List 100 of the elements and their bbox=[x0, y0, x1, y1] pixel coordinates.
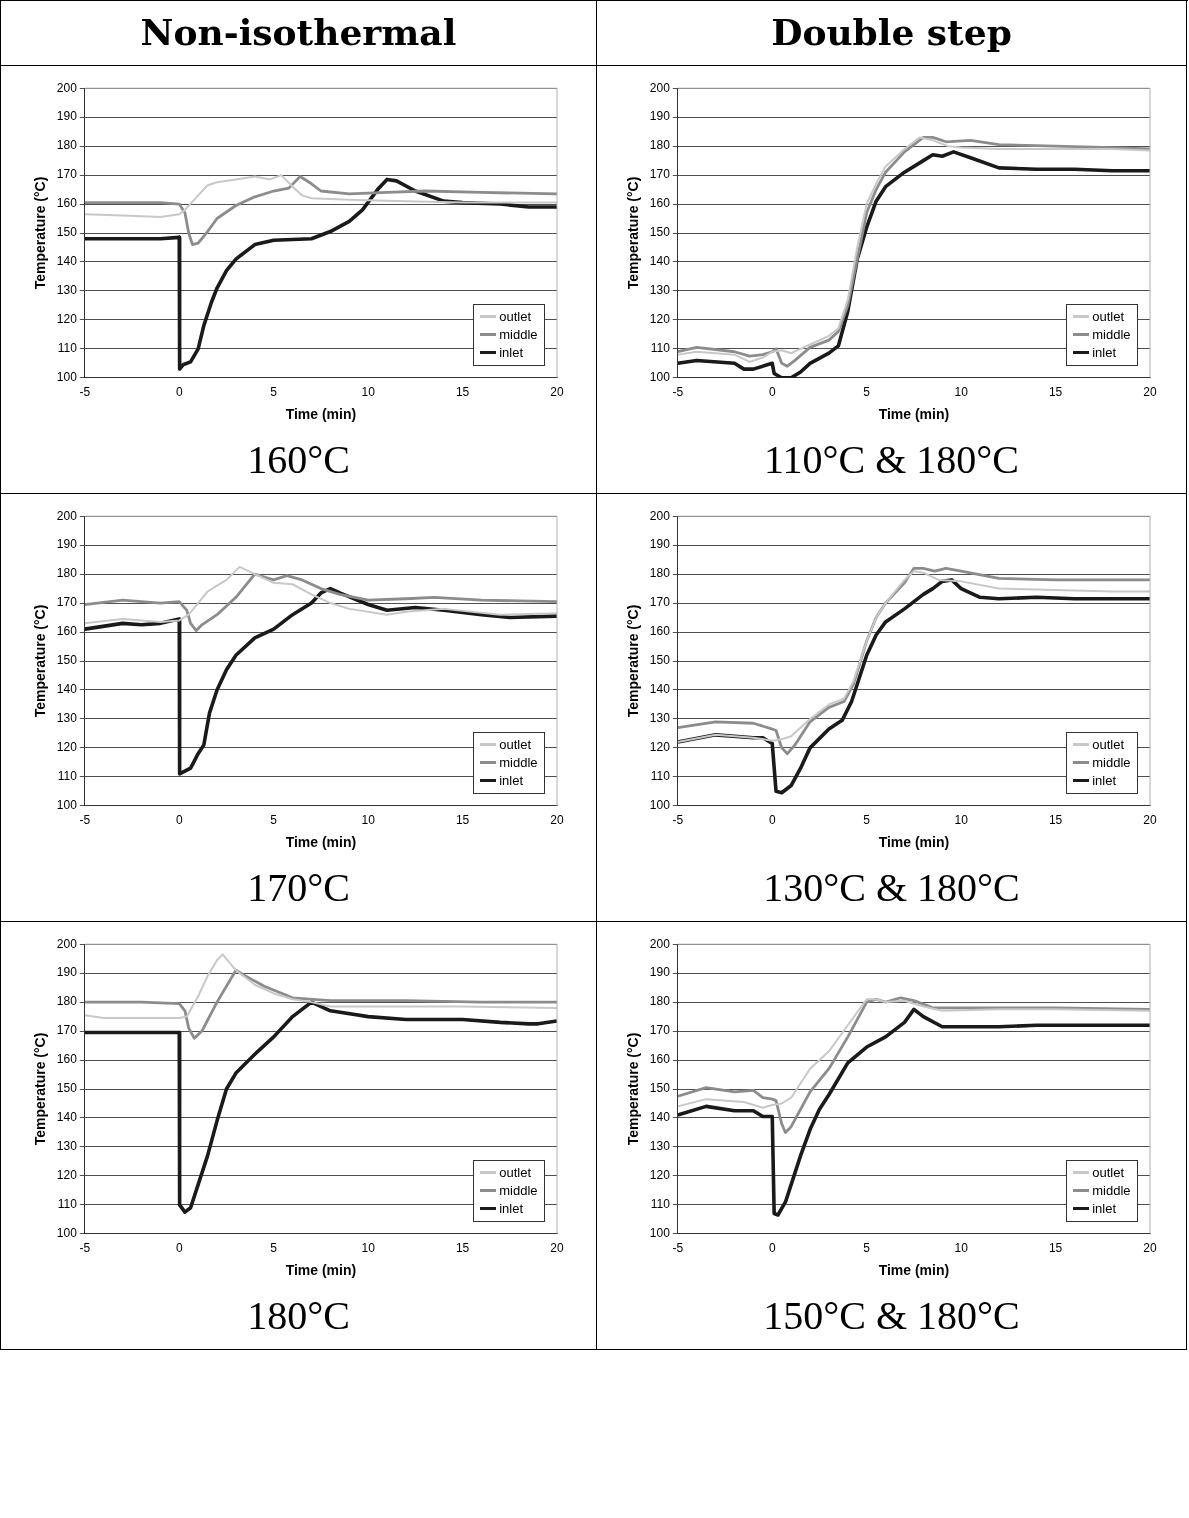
y-tick-label: 200 bbox=[56, 936, 77, 951]
y-tick-label: 140 bbox=[56, 1110, 77, 1125]
legend-label: outlet bbox=[1092, 1163, 1125, 1182]
y-tick-label: 200 bbox=[649, 936, 670, 951]
y-axis-title: Temperature (°C) bbox=[31, 604, 48, 718]
legend-label: inlet bbox=[1092, 771, 1117, 790]
y-tick-label: 120 bbox=[649, 312, 670, 327]
y-tick-label: 190 bbox=[649, 537, 670, 552]
x-tick-label: 10 bbox=[360, 1241, 375, 1256]
y-tick-label: 120 bbox=[649, 740, 670, 755]
x-tick-label: 0 bbox=[175, 813, 183, 828]
y-tick-label: 140 bbox=[649, 254, 670, 269]
y-tick-label: 150 bbox=[56, 225, 77, 240]
x-tick-label: -5 bbox=[78, 1241, 90, 1256]
legend-label: outlet bbox=[499, 307, 532, 326]
x-tick-label: 0 bbox=[175, 1241, 183, 1256]
y-axis-title: Temperature (°C) bbox=[31, 1032, 48, 1146]
y-axis-title: Temperature (°C) bbox=[624, 604, 641, 718]
y-tick-label: 150 bbox=[649, 225, 670, 240]
y-tick-label: 190 bbox=[649, 109, 670, 124]
legend-label: inlet bbox=[499, 771, 524, 790]
x-tick-label: -5 bbox=[671, 385, 683, 400]
y-tick-label: 180 bbox=[649, 994, 670, 1009]
text: 150°C & 180°C bbox=[763, 1292, 1020, 1340]
y-tick-label: 100 bbox=[56, 370, 77, 385]
x-tick-label: 20 bbox=[1142, 813, 1157, 828]
x-tick-label: 5 bbox=[269, 813, 277, 828]
legend-label: inlet bbox=[499, 1199, 524, 1218]
x-axis-title: Time (min) bbox=[878, 1262, 949, 1279]
y-tick-label: 130 bbox=[649, 1139, 670, 1154]
y-tick-label: 180 bbox=[649, 138, 670, 153]
x-tick-label: 15 bbox=[455, 1241, 470, 1256]
x-axis-title: Time (min) bbox=[878, 406, 949, 423]
x-axis-title: Time (min) bbox=[285, 834, 356, 851]
y-tick-label: 100 bbox=[649, 370, 670, 385]
x-tick-label: 20 bbox=[549, 385, 564, 400]
y-tick-label: 110 bbox=[57, 341, 77, 356]
x-tick-label: 20 bbox=[1142, 1241, 1157, 1256]
y-tick-label: 180 bbox=[56, 138, 77, 153]
legend-label: middle bbox=[1092, 1181, 1131, 1200]
x-tick-label: 5 bbox=[269, 1241, 277, 1256]
x-tick-label: 15 bbox=[1048, 385, 1063, 400]
y-tick-label: 100 bbox=[56, 1226, 77, 1241]
legend-label: inlet bbox=[1092, 1199, 1117, 1218]
y-tick-label: 180 bbox=[56, 994, 77, 1009]
legend-label: outlet bbox=[499, 735, 532, 754]
legend-label: inlet bbox=[499, 343, 524, 362]
y-tick-label: 140 bbox=[649, 1110, 670, 1125]
y-tick-label: 200 bbox=[56, 80, 77, 95]
y-axis-title: Temperature (°C) bbox=[31, 176, 48, 290]
x-tick-label: 20 bbox=[549, 813, 564, 828]
x-tick-label: -5 bbox=[671, 813, 683, 828]
y-tick-label: 130 bbox=[649, 711, 670, 726]
y-tick-label: 190 bbox=[56, 537, 77, 552]
y-tick-label: 150 bbox=[56, 653, 77, 668]
y-tick-label: 200 bbox=[649, 508, 670, 523]
y-axis-title: Temperature (°C) bbox=[624, 176, 641, 290]
text: 160°C bbox=[247, 436, 350, 484]
y-tick-label: 120 bbox=[56, 1168, 77, 1183]
y-tick-label: 170 bbox=[649, 595, 670, 610]
x-tick-label: 5 bbox=[862, 1241, 870, 1256]
y-tick-label: 130 bbox=[649, 283, 670, 298]
legend-label: middle bbox=[499, 325, 538, 344]
y-tick-label: 150 bbox=[649, 653, 670, 668]
x-tick-label: 0 bbox=[175, 385, 183, 400]
y-tick-label: 100 bbox=[56, 798, 77, 813]
x-tick-label: 10 bbox=[360, 813, 375, 828]
y-tick-label: 180 bbox=[649, 566, 670, 581]
y-tick-label: 190 bbox=[649, 965, 670, 980]
x-tick-label: 20 bbox=[549, 1241, 564, 1256]
legend-label: inlet bbox=[1092, 343, 1117, 362]
x-tick-label: 20 bbox=[1142, 385, 1157, 400]
y-tick-label: 140 bbox=[56, 682, 77, 697]
y-tick-label: 170 bbox=[649, 1023, 670, 1038]
text: 170°C bbox=[247, 864, 350, 912]
y-tick-label: 200 bbox=[649, 80, 670, 95]
y-tick-label: 170 bbox=[56, 167, 77, 182]
x-tick-label: 5 bbox=[862, 385, 870, 400]
x-tick-label: 10 bbox=[953, 813, 968, 828]
y-tick-label: 130 bbox=[56, 283, 77, 298]
x-tick-label: 10 bbox=[953, 1241, 968, 1256]
y-tick-label: 110 bbox=[650, 1197, 670, 1212]
x-tick-label: 10 bbox=[360, 385, 375, 400]
x-tick-label: 10 bbox=[953, 385, 968, 400]
x-tick-label: 0 bbox=[768, 1241, 776, 1256]
x-tick-label: 15 bbox=[455, 385, 470, 400]
y-tick-label: 190 bbox=[56, 965, 77, 980]
legend-label: outlet bbox=[1092, 307, 1125, 326]
chart-title: Non-isothermal bbox=[1, 1, 596, 66]
y-tick-label: 110 bbox=[650, 769, 670, 784]
y-tick-label: 140 bbox=[649, 682, 670, 697]
y-tick-label: 120 bbox=[56, 740, 77, 755]
x-tick-label: 15 bbox=[1048, 1241, 1063, 1256]
y-tick-label: 130 bbox=[56, 1139, 77, 1154]
x-tick-label: 0 bbox=[768, 385, 776, 400]
text: 180°C bbox=[247, 1292, 350, 1340]
y-tick-label: 150 bbox=[649, 1081, 670, 1096]
y-tick-label: 110 bbox=[57, 1197, 77, 1212]
y-tick-label: 110 bbox=[650, 341, 670, 356]
x-axis-title: Time (min) bbox=[285, 406, 356, 423]
